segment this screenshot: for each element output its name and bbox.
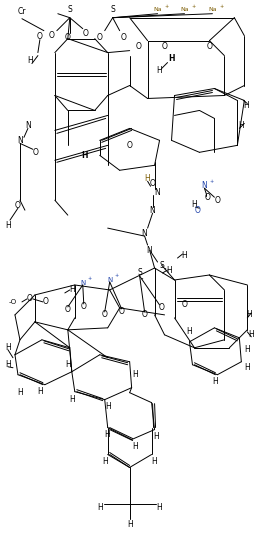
Text: N: N bbox=[142, 229, 148, 238]
Text: H: H bbox=[17, 388, 23, 397]
Text: O: O bbox=[150, 179, 155, 188]
Text: O: O bbox=[65, 33, 71, 42]
Text: H: H bbox=[192, 200, 197, 209]
Text: H: H bbox=[246, 311, 252, 319]
Text: O: O bbox=[37, 32, 43, 41]
Text: O: O bbox=[207, 42, 212, 51]
Text: '': '' bbox=[141, 277, 145, 282]
Text: +: + bbox=[192, 4, 196, 9]
Text: +: + bbox=[219, 4, 224, 9]
Text: '': '' bbox=[164, 268, 167, 273]
Text: -O: -O bbox=[9, 299, 17, 305]
Text: H: H bbox=[182, 250, 187, 260]
Text: +: + bbox=[165, 4, 169, 9]
Text: S: S bbox=[110, 5, 115, 14]
Text: O: O bbox=[27, 294, 33, 304]
Text: O: O bbox=[162, 42, 167, 51]
Text: H: H bbox=[239, 121, 244, 130]
Text: H: H bbox=[104, 430, 109, 439]
Text: H: H bbox=[248, 330, 254, 339]
Text: O: O bbox=[204, 193, 210, 201]
Text: H: H bbox=[69, 395, 75, 404]
Text: S: S bbox=[137, 268, 142, 277]
Text: S: S bbox=[67, 5, 72, 14]
Text: H: H bbox=[157, 503, 163, 512]
Text: H: H bbox=[157, 66, 163, 75]
Text: O: O bbox=[127, 141, 133, 150]
Text: H: H bbox=[187, 327, 192, 336]
Text: O: O bbox=[119, 307, 125, 317]
Text: H: H bbox=[127, 520, 133, 529]
Text: Na: Na bbox=[208, 7, 217, 12]
Text: H: H bbox=[65, 360, 71, 369]
Text: N: N bbox=[80, 280, 85, 286]
Text: H: H bbox=[244, 363, 250, 372]
Text: H: H bbox=[145, 174, 150, 183]
Text: N: N bbox=[17, 136, 23, 145]
Text: H: H bbox=[154, 432, 160, 441]
Text: H: H bbox=[167, 266, 172, 275]
Text: H: H bbox=[37, 387, 43, 396]
Text: O: O bbox=[214, 195, 220, 205]
Text: H: H bbox=[244, 345, 250, 354]
Text: O: O bbox=[43, 298, 49, 306]
Text: N: N bbox=[150, 206, 155, 214]
Text: O: O bbox=[83, 29, 89, 38]
Text: H: H bbox=[152, 457, 157, 466]
Text: O: O bbox=[142, 311, 148, 319]
Text: O: O bbox=[102, 311, 108, 319]
Text: H: H bbox=[213, 377, 218, 386]
Text: O: O bbox=[121, 33, 126, 42]
Text: O: O bbox=[65, 305, 71, 314]
Text: H: H bbox=[105, 402, 110, 411]
Text: Cr: Cr bbox=[18, 7, 26, 16]
Text: +: + bbox=[88, 276, 92, 281]
Text: O: O bbox=[136, 42, 141, 51]
Text: N: N bbox=[147, 245, 152, 255]
Text: H: H bbox=[97, 503, 103, 512]
Text: H: H bbox=[27, 56, 33, 65]
Text: O: O bbox=[33, 148, 39, 157]
Text: Na: Na bbox=[180, 7, 189, 12]
Text: O: O bbox=[158, 304, 165, 312]
Text: H: H bbox=[5, 343, 11, 352]
Text: O: O bbox=[195, 206, 200, 214]
Text: S: S bbox=[159, 261, 164, 269]
Text: N: N bbox=[155, 188, 161, 197]
Text: O: O bbox=[15, 201, 21, 210]
Text: +: + bbox=[209, 179, 213, 184]
Text: H: H bbox=[5, 220, 11, 230]
Text: H: H bbox=[82, 151, 88, 160]
Text: H: H bbox=[132, 370, 137, 379]
Text: N: N bbox=[107, 277, 112, 283]
Text: O: O bbox=[97, 33, 103, 42]
Text: H: H bbox=[102, 457, 108, 466]
Text: H: H bbox=[5, 360, 11, 369]
Text: N: N bbox=[202, 181, 207, 190]
Text: Na: Na bbox=[153, 7, 162, 12]
Text: +: + bbox=[115, 274, 119, 279]
Text: H: H bbox=[132, 442, 137, 451]
Text: H: H bbox=[243, 101, 249, 110]
Text: N: N bbox=[25, 121, 31, 130]
Text: H: H bbox=[69, 286, 75, 294]
Text: O: O bbox=[182, 300, 187, 310]
Text: H: H bbox=[168, 54, 175, 63]
Text: O: O bbox=[49, 31, 55, 40]
Text: O: O bbox=[81, 302, 87, 311]
